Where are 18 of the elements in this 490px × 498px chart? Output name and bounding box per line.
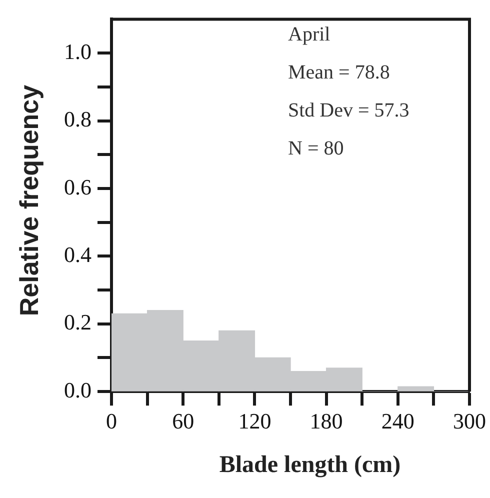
y-tick-label: 0.8 bbox=[64, 106, 92, 132]
y-tick-label: 1.0 bbox=[64, 38, 92, 64]
x-tick-label: 240 bbox=[381, 408, 414, 434]
x-tick-label: 120 bbox=[238, 408, 272, 434]
annotation: Std Dev = 57.3 bbox=[288, 99, 410, 122]
y-tick-label: 0.2 bbox=[64, 310, 92, 335]
annotation: Mean = 78.8 bbox=[288, 61, 390, 84]
y-axis-title: Relative frequency bbox=[14, 84, 46, 316]
x-tick-label: 300 bbox=[453, 408, 486, 434]
annotation: April bbox=[288, 23, 331, 46]
y-tick-label: 0.6 bbox=[64, 174, 92, 200]
x-tick-label: 180 bbox=[310, 408, 343, 434]
x-tick-label: 60 bbox=[172, 408, 194, 434]
x-tick-label: 0 bbox=[106, 408, 117, 434]
y-tick-label: 0.4 bbox=[64, 242, 92, 267]
y-tick-label: 0.0 bbox=[64, 377, 92, 402]
x-axis-title: Blade length (cm) bbox=[218, 452, 402, 479]
annotation: N = 80 bbox=[288, 137, 344, 160]
